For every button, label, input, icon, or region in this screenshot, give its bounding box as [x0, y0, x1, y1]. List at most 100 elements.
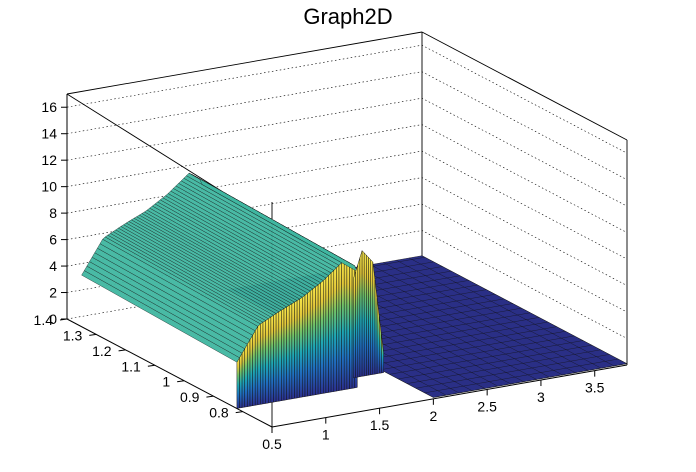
surface-panel — [328, 272, 332, 393]
z-tick-label: 4 — [49, 258, 57, 274]
axes: 0.5 1 1.5 2 2.5 3 3.5 0.8 0.9 1 1.1 1.2 1.3 1.40 2 4 6 8 1… — [34, 94, 628, 452]
surface-panel — [343, 259, 348, 390]
surface-panel — [294, 300, 298, 399]
surface-panel — [278, 309, 282, 402]
mesh-line — [370, 264, 576, 373]
mesh-line — [371, 331, 566, 366]
y-tick — [235, 411, 243, 414]
surface-panel — [333, 267, 337, 392]
z-tick-label: 14 — [41, 126, 57, 142]
x-tick-label: 0.5 — [262, 436, 282, 452]
mesh-line — [396, 260, 602, 369]
mesh-line — [357, 266, 563, 376]
surface-panel — [320, 280, 324, 395]
surface-panel — [359, 250, 363, 377]
surface-panel — [312, 286, 316, 396]
x-tick-label: 1 — [322, 427, 330, 443]
y-tick — [89, 333, 97, 336]
surface-panel — [357, 257, 361, 378]
x-tick-label: 1.5 — [370, 417, 390, 433]
mesh-line — [421, 255, 628, 364]
z-tick-label: 16 — [41, 99, 57, 115]
surface-panel — [288, 303, 293, 400]
surface-panel — [370, 259, 374, 376]
y-tick-label: 0.8 — [209, 405, 229, 421]
surface-panel — [309, 288, 314, 396]
surface-panel — [330, 269, 335, 393]
surface-panel — [283, 306, 287, 401]
y-tick-label: 0.9 — [180, 389, 200, 405]
z-tick-label: 2 — [49, 285, 57, 301]
surface-mesh — [81, 172, 628, 409]
surface-panel — [317, 282, 321, 395]
x-tick-label: 2.5 — [477, 398, 497, 414]
mesh-line — [344, 269, 550, 378]
surface-panel — [273, 313, 277, 403]
surface-panel — [270, 314, 274, 403]
x-tick-label: 3.5 — [585, 380, 605, 396]
y-tick — [177, 380, 185, 383]
surface-panel — [368, 256, 371, 376]
surface-panel — [325, 274, 329, 394]
z-tick-label: 8 — [49, 205, 57, 221]
y-tick-label: 1.2 — [92, 343, 112, 359]
surface-panel — [346, 261, 350, 390]
grid-line — [66, 97, 628, 207]
surface-panel — [275, 311, 280, 402]
y-axis-line — [66, 318, 273, 428]
mesh-line — [398, 344, 592, 380]
x-axis-line — [271, 364, 628, 428]
surface-panel — [304, 292, 308, 397]
surface-panel — [338, 262, 342, 391]
surface-panel — [361, 250, 365, 377]
surface-panel — [247, 338, 251, 407]
z-tick-label: 6 — [49, 232, 57, 248]
y-tick-label: 1.4 — [34, 312, 54, 328]
box-edge — [421, 31, 628, 141]
surface-panel — [260, 321, 264, 405]
y-tick — [206, 395, 214, 398]
surface-panel — [363, 252, 367, 377]
surface-panel — [296, 298, 300, 399]
surface-panel — [262, 320, 266, 405]
surface-panel — [268, 316, 272, 404]
surface-panel — [236, 356, 240, 409]
surface-panel — [374, 280, 378, 375]
z-tick-label: 12 — [41, 152, 57, 168]
y-tick-label: 1 — [162, 374, 170, 390]
surface-panel — [241, 347, 245, 408]
mesh-line — [380, 335, 575, 370]
mesh-line — [383, 262, 589, 371]
mesh-line — [406, 349, 601, 384]
mesh-line — [389, 340, 584, 375]
grid-line — [66, 44, 628, 154]
y-tick — [147, 364, 155, 367]
surface-panel — [299, 296, 303, 398]
surface-panel — [291, 301, 295, 400]
surface-panel — [254, 325, 259, 406]
mesh-line — [415, 354, 610, 389]
surface-panel — [315, 284, 319, 396]
surface-panel — [355, 264, 359, 378]
surface-panel — [244, 343, 248, 408]
surface-panel — [336, 264, 340, 392]
surface-panel — [265, 318, 269, 404]
surface-panel — [381, 334, 384, 374]
mesh-line — [409, 257, 615, 367]
surface-panel — [252, 329, 256, 406]
box-edge — [66, 31, 423, 95]
surface-panel — [302, 294, 306, 398]
surface-panel — [341, 259, 345, 391]
mesh-line — [433, 363, 628, 398]
y-tick — [118, 349, 126, 352]
x-tick-label: 3 — [537, 389, 545, 405]
surface-panel — [281, 308, 285, 401]
surface-panel — [323, 277, 327, 394]
surface-panel — [307, 290, 311, 397]
y-tick-label: 1.3 — [63, 327, 83, 343]
chart-title: Graph2D — [303, 4, 393, 29]
surface-panel — [366, 254, 369, 376]
z-tick-label: 10 — [41, 179, 57, 195]
x-tick-label: 2 — [429, 408, 437, 424]
